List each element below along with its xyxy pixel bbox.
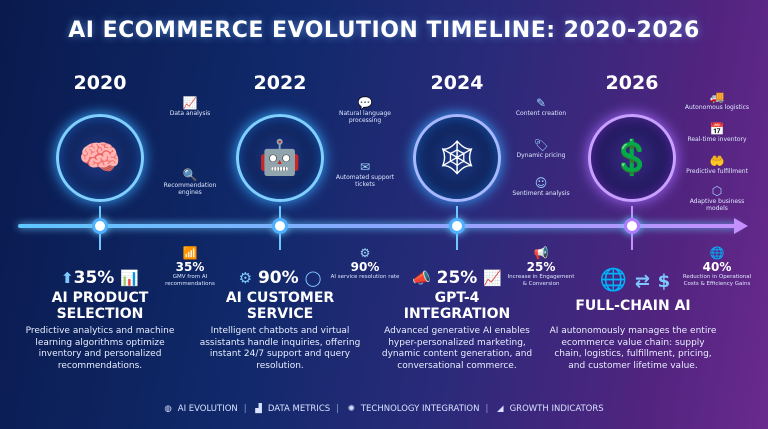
envelope-icon: ✉: [359, 160, 371, 174]
timeline-line: [18, 224, 738, 228]
ring-progress-icon: ◯: [304, 269, 322, 287]
year-label: 2020: [73, 72, 127, 94]
timeline-node: [272, 218, 288, 234]
legend-item: TECHNOLOGY INTEGRATION: [360, 404, 480, 414]
feature-realtime-inventory: 📅 Real-time inventory: [682, 122, 752, 143]
side-metric: 📢 25% Increase in Engagement & Conversion: [507, 246, 575, 287]
chat-icon: 💬: [357, 96, 373, 110]
stat: ⚙ 90% ◯: [238, 268, 322, 288]
connector: [456, 206, 458, 226]
legend-item: DATA METRICS: [267, 404, 331, 414]
connector: [631, 234, 633, 250]
side-metric: 📶 35% GMV from AI recommendations: [155, 246, 225, 287]
timeline-node: [449, 218, 465, 234]
feature-dynamic-pricing: 🏷 Dynamic pricing: [506, 138, 576, 159]
neural-network-icon: 🕸: [413, 114, 501, 202]
calendar-icon: 📅: [709, 122, 725, 136]
timeline-node: [92, 218, 108, 234]
page-title: AI ECOMMERCE EVOLUTION TIMELINE: 2020-20…: [68, 18, 700, 43]
globe-icon: 🌐: [709, 246, 725, 260]
growth-icon: ◢: [497, 404, 504, 414]
stat: 📣 25% 📈: [412, 268, 502, 288]
feature-adaptive-models: ⬡ Adaptive business models: [682, 184, 752, 212]
milestone-title: AI CUSTOMER SERVICE: [225, 290, 335, 322]
legend-item: GROWTH INDICATORS: [509, 404, 604, 414]
smiley-icon: ☺: [534, 176, 548, 190]
magnifier-icon: 🔍: [182, 168, 198, 182]
milestone-title: AI PRODUCT SELECTION: [51, 290, 149, 322]
brain-icon: 🧠: [56, 114, 144, 202]
connector: [279, 206, 281, 226]
milestone-description: Advanced generative AI enables hyper-per…: [381, 326, 533, 371]
stat-icons: 🌐 ⇄ $: [555, 268, 715, 293]
cube-network-icon: ⬡: [711, 184, 723, 198]
feature-autonomous-logistics: 🚚 Autonomous logistics: [682, 90, 752, 111]
megaphone-icon: 📢: [533, 246, 549, 260]
network-icon: ⇄: [634, 271, 650, 292]
year-label: 2022: [253, 72, 307, 94]
feature-data-analysis: 📈 Data analysis: [155, 96, 225, 117]
timeline-node: [624, 218, 640, 234]
year-label: 2026: [605, 72, 659, 94]
side-metric: ⚙ 90% AI service resolution rate: [330, 246, 400, 280]
ai-evolution-icon: ◍: [164, 404, 172, 414]
legend: ◍ AI EVOLUTION | ▟ DATA METRICS | ✺ TECHNOLOG…: [164, 404, 604, 414]
milestone-description: AI autonomously manages the entire ecomm…: [549, 326, 717, 371]
feature-nlp: 💬 Natural language processing: [330, 96, 400, 124]
connector: [99, 206, 101, 226]
feature-content-creation: ✎ Content creation: [506, 96, 576, 117]
connector: [456, 234, 458, 250]
growth-chart-icon: 📶: [182, 246, 198, 260]
gear-check-icon: ⚙: [238, 269, 253, 287]
year-label: 2024: [430, 72, 484, 94]
megaphone-icon: 📣: [412, 269, 431, 287]
pencil-icon: ✎: [535, 96, 547, 110]
feature-recommendation: 🔍 Recommendation engines: [155, 168, 225, 196]
feature-sentiment: ☺ Sentiment analysis: [506, 176, 576, 197]
dollar-cycle-icon: $: [657, 271, 671, 292]
bar-chart-icon: 📊: [120, 269, 139, 287]
milestone-title: FULL-CHAIN AI: [575, 298, 691, 314]
stat: ⬆35% 📊: [61, 268, 139, 288]
robot-icon: 🤖: [236, 114, 324, 202]
globe-icon: 🌐: [599, 268, 628, 293]
technology-icon: ✺: [347, 404, 355, 414]
timeline-arrow-icon: [734, 218, 748, 234]
hand-chart-icon: 🤲: [709, 154, 725, 168]
data-metrics-icon: ▟: [255, 404, 262, 414]
legend-item: AI EVOLUTION: [177, 404, 238, 414]
growth-chart-icon: 📈: [483, 269, 502, 287]
connector: [99, 234, 101, 250]
milestone-description: Predictive analytics and machine learnin…: [25, 326, 175, 371]
milestone-description: Intelligent chatbots and virtual assista…: [199, 326, 361, 371]
arrow-up-icon: ⬆: [61, 269, 74, 287]
connector: [631, 206, 633, 226]
side-metric: 🌐 40% Reduction in Operational Costs & Eff…: [682, 246, 752, 287]
dollar-network-icon: 💲: [588, 114, 676, 202]
truck-icon: 🚚: [709, 90, 725, 104]
price-tag-icon: 🏷: [533, 138, 549, 152]
chart-icon: 📈: [182, 96, 198, 110]
milestone-title: GPT-4 INTEGRATION: [403, 290, 511, 322]
feature-predictive-fulfillment: 🤲 Predictive fulfillment: [682, 154, 752, 175]
connector: [279, 234, 281, 250]
feature-support-tickets: ✉ Automated support tickets: [330, 160, 400, 188]
gear-check-icon: ⚙: [359, 246, 371, 260]
